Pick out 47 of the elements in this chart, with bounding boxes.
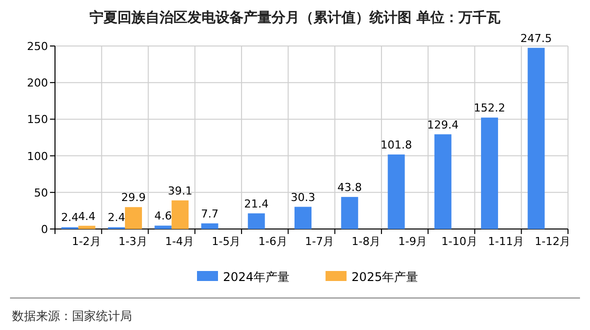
chart-title: 宁夏回族自治区发电设备产量分月（累计值）统计图 单位：万千瓦 (90, 9, 500, 26)
x-tick-label: 1-12月 (534, 235, 571, 248)
bar (154, 226, 172, 229)
data-label: 247.5 (520, 32, 552, 45)
data-label: 129.4 (427, 118, 459, 132)
data-label: 2.4 (61, 211, 79, 224)
x-tick-label: 1-3月 (118, 235, 148, 248)
data-label: 39.1 (168, 184, 192, 198)
x-tick-label: 1-4月 (165, 235, 194, 248)
data-label: 101.8 (380, 138, 412, 152)
legend-label: 2025年产量 (352, 270, 418, 284)
x-tick-label: 1-10月 (441, 235, 478, 248)
y-tick-label: 100 (27, 150, 48, 163)
bar (341, 196, 358, 229)
bar (78, 226, 96, 229)
bar (388, 154, 405, 229)
x-tick-label: 1-9月 (398, 235, 428, 248)
data-label: 29.9 (121, 191, 146, 204)
bar (248, 213, 265, 229)
data-label: 2.4 (108, 211, 126, 224)
bar (172, 200, 189, 229)
x-tick-label: 1-11月 (488, 235, 524, 248)
data-label: 7.7 (200, 207, 218, 220)
y-tick-label: 250 (27, 40, 48, 53)
bar (434, 134, 452, 229)
x-tick-label: 1-7月 (305, 235, 334, 248)
bar (201, 223, 218, 229)
x-tick-label: 1-5月 (212, 235, 241, 248)
y-tick-label: 200 (27, 76, 48, 90)
bar (528, 48, 545, 229)
legend-label: 2024年产量 (223, 270, 290, 284)
bar (481, 118, 498, 229)
data-label: 152.2 (474, 102, 506, 115)
bar (124, 207, 142, 229)
bar (294, 206, 312, 229)
y-tick-label: 150 (27, 113, 48, 126)
source-note: 数据来源：国家统计局 (12, 309, 132, 323)
y-tick-label: 50 (34, 186, 48, 200)
data-label: 4.4 (78, 210, 96, 223)
x-tick-label: 1-6月 (258, 235, 288, 248)
data-label: 43.8 (337, 180, 362, 194)
data-label: 30.3 (290, 190, 316, 204)
y-tick-label: 0 (41, 223, 48, 236)
data-label: 4.6 (154, 210, 172, 223)
data-label: 21.4 (244, 197, 269, 210)
x-tick-label: 1-8月 (352, 235, 381, 248)
x-tick-label: 1-2月 (72, 235, 101, 248)
